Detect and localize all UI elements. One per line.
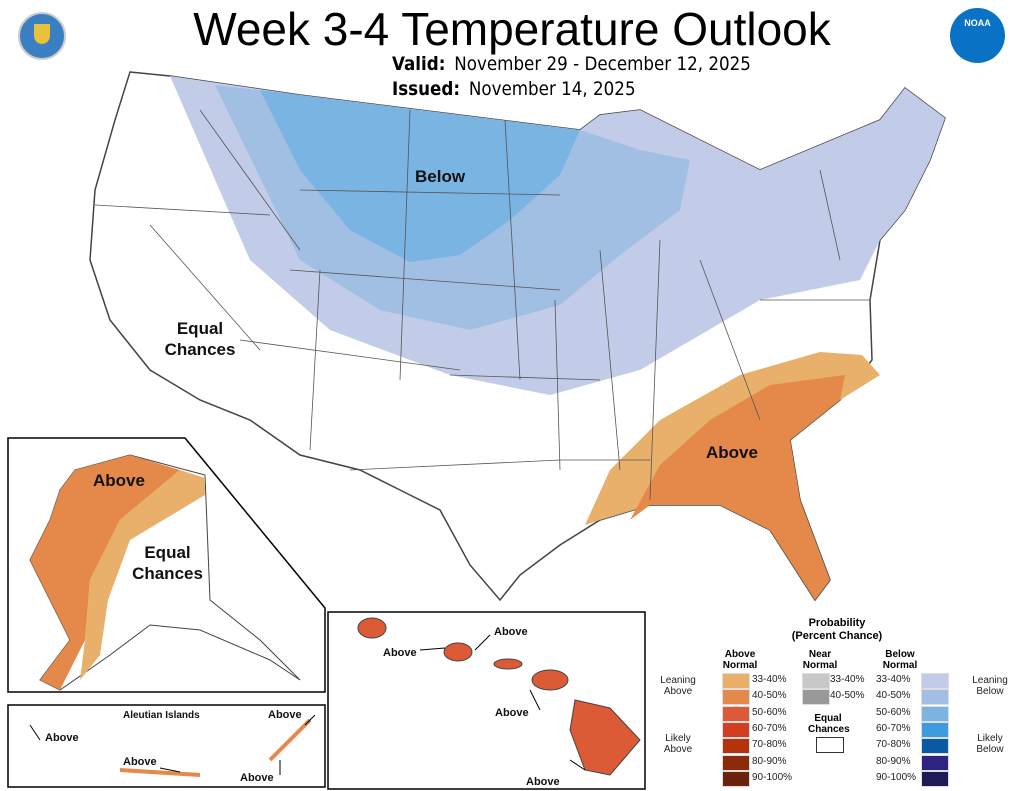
hawaii-label: Above	[494, 626, 528, 638]
alaska-above-40-50	[30, 455, 180, 690]
legend-near-label: 40-50%	[830, 690, 865, 702]
legend-above-header: Above Normal	[722, 649, 758, 671]
aleutian-islands-shapes	[119, 718, 312, 777]
legend-above-label: 80-90%	[752, 755, 787, 767]
legend-above-swatch	[722, 705, 750, 722]
legend-above-label: 33-40%	[752, 674, 787, 685]
issued-label: Issued:	[392, 78, 461, 100]
commerce-seal-logo	[18, 12, 66, 60]
page-title: Week 3-4 Temperature Outlook	[193, 3, 831, 55]
label-above-southeast: Above	[706, 443, 758, 462]
legend-above-label: 70-80%	[752, 739, 787, 751]
aleutian-label: Above	[123, 756, 157, 768]
legend: Probability (Percent Chance) Above Normal…	[650, 615, 1024, 791]
legend-below-swatch	[921, 705, 949, 722]
legend-above-swatch	[722, 770, 750, 787]
legend-below-label: 80-90%	[876, 755, 911, 767]
legend-near-header: Near Normal	[802, 649, 838, 671]
legend-above-swatch	[722, 673, 750, 689]
below-50-60-region	[260, 90, 580, 262]
legend-equal-chances: Equal Chances	[808, 713, 850, 735]
label-alaska-above: Above	[93, 471, 145, 490]
legend-below-label: 40-50%	[876, 690, 911, 702]
legend-above-swatch	[722, 689, 750, 706]
legend-above-swatch	[722, 754, 750, 771]
issued-date: Issued: November 14, 2025	[392, 78, 636, 100]
legend-near-swatch	[802, 673, 830, 689]
legend-above-label: 50-60%	[752, 706, 787, 718]
legend-above-label: 60-70%	[752, 722, 787, 734]
alaska-above-33-40	[80, 470, 205, 680]
legend-leaning-below: Leaning Below	[972, 675, 1008, 697]
legend-above-swatch	[722, 721, 750, 738]
label-alaska-equal: Equal Chances	[132, 543, 203, 583]
aleutian-label: Above	[45, 732, 79, 744]
legend-near-swatch	[802, 689, 830, 706]
legend-below-swatch	[921, 721, 949, 738]
legend-below-swatch	[921, 689, 949, 706]
legend-below-swatch	[921, 738, 949, 755]
legend-above-label: 40-50%	[752, 690, 787, 702]
label-below: Below	[415, 167, 466, 186]
label-equal-chances: Equal Chances	[164, 319, 236, 359]
valid-label: Valid:	[392, 53, 446, 75]
legend-below-swatch	[921, 673, 949, 689]
above-40-50-region	[630, 375, 845, 600]
hawaii-label: Above	[526, 776, 560, 788]
legend-below-label: 90-100%	[876, 771, 917, 783]
noaa-logo: NOAA	[950, 8, 1005, 63]
legend-below-label: 70-80%	[876, 739, 911, 751]
aleutian-label: Above	[268, 709, 302, 721]
legend-likely-above: Likely Above	[663, 733, 693, 755]
aleutian-label: Above	[240, 772, 274, 784]
aleutian-title: Aleutian Islands	[123, 710, 200, 721]
valid-dates: Valid: November 29 - December 12, 2025	[392, 53, 751, 75]
legend-near-label: 33-40%	[830, 674, 865, 685]
legend-above-label: 90-100%	[752, 771, 793, 783]
legend-below-swatch	[921, 770, 949, 787]
legend-equal-swatch	[816, 737, 844, 753]
legend-below-label: 50-60%	[876, 706, 911, 718]
legend-below-label: 33-40%	[876, 674, 911, 685]
hawaii-label: Above	[495, 707, 529, 719]
legend-leaning-above: Leaning Above	[660, 675, 696, 697]
legend-above-swatch	[722, 738, 750, 755]
legend-title: Probability (Percent Chance)	[791, 617, 883, 642]
issued-value: November 14, 2025	[468, 78, 636, 100]
legend-below-header: Below Normal	[882, 649, 918, 671]
valid-value: November 29 - December 12, 2025	[454, 53, 751, 75]
hawaii-islands	[357, 617, 641, 776]
hawaii-label: Above	[383, 647, 417, 659]
legend-below-label: 60-70%	[876, 722, 911, 734]
legend-below-swatch	[921, 754, 949, 771]
state-boundaries	[94, 109, 870, 501]
legend-likely-below: Likely Below	[976, 733, 1004, 755]
